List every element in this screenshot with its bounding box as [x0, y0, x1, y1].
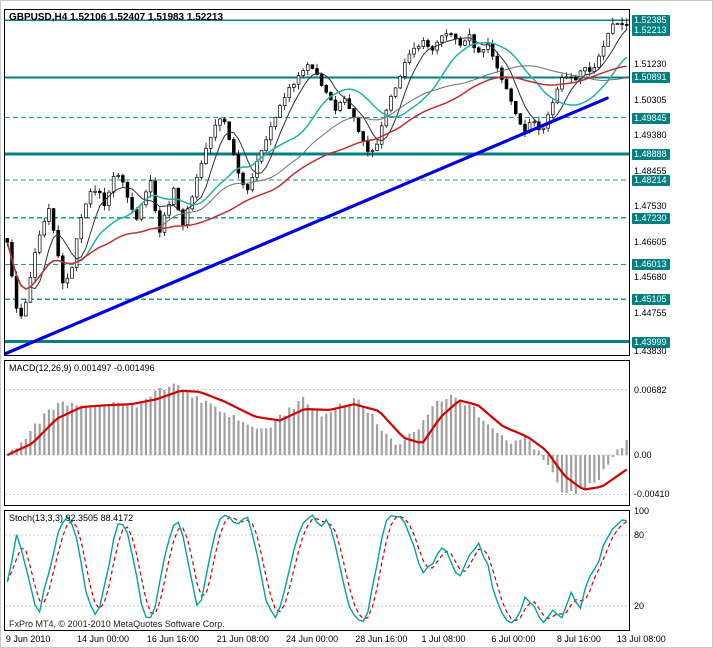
macd-axis-label: 0.00: [634, 450, 652, 461]
x-axis-label: 9 Jun 2010: [5, 634, 51, 644]
x-axis-label: 13 Jul 08:00: [616, 634, 666, 644]
x-axis-label: 28 Jun 16:00: [355, 634, 408, 644]
price-axis-label: 1.46605: [634, 236, 667, 247]
price-axis-badge: 1.47230: [632, 212, 670, 224]
price-axis-badge: 1.48214: [632, 175, 670, 187]
chart-title: GBPUSD,H4 1.52106 1.52407 1.51983 1.5221…: [9, 12, 224, 23]
stochastic-axis[interactable]: 100 80 20: [632, 506, 712, 631]
x-axis-label: 6 Jul 00:00: [491, 634, 536, 644]
stochastic-chart[interactable]: [5, 511, 629, 630]
price-axis-label: 1.51230: [634, 59, 667, 70]
stoch-axis-label: 20: [634, 601, 645, 612]
x-axis-label: 1 Jul 08:00: [421, 634, 466, 644]
stoch-title: Stoch(13,3,3) 92.3505 88.4172: [9, 513, 134, 523]
stochastic-panel[interactable]: Stoch(13,3,3) 92.3505 88.4172 FxPro MT4,…: [4, 510, 630, 631]
price-axis-label: 1.45680: [634, 272, 667, 283]
candlestick-chart[interactable]: [5, 10, 629, 355]
copyright-text: FxPro MT4, © 2001-2010 MetaQuotes Softwa…: [9, 619, 225, 629]
price-axis-badge: 1.48888: [632, 149, 670, 161]
price-axis-badge: 1.46013: [632, 259, 670, 271]
price-axis-badge: 1.43999: [632, 336, 670, 348]
price-axis-label: 1.47530: [634, 201, 667, 212]
price-axis-badge: 1.50891: [632, 72, 670, 84]
price-axis-label: 1.44755: [634, 307, 667, 318]
price-axis-badge: 1.45105: [632, 294, 670, 306]
stoch-axis-label: 80: [634, 529, 645, 540]
price-axis-label: 1.48455: [634, 165, 667, 176]
macd-axis-label: -0.00410: [634, 489, 670, 500]
macd-panel[interactable]: MACD(12,26,9) 0.001497 -0.001496: [4, 360, 630, 506]
x-axis-label: 16 Jun 16:00: [146, 634, 199, 644]
x-axis-label: 8 Jul 16:00: [556, 634, 601, 644]
macd-axis[interactable]: 0.00682 0.00 -0.00410: [632, 360, 712, 506]
macd-chart[interactable]: [5, 361, 629, 505]
price-axis[interactable]: 1.52385 1.52213 1.51230 1.50891 1.50305 1.498…: [632, 9, 712, 356]
price-axis-badge: 1.49845: [632, 112, 670, 124]
stoch-axis-label: 100: [634, 506, 650, 516]
macd-axis-label: 0.00682: [634, 384, 667, 395]
price-axis-badge: 1.52385: [632, 15, 670, 27]
x-axis-label: 24 Jun 00:00: [286, 634, 339, 644]
price-axis-label: 1.49380: [634, 130, 667, 141]
price-axis-badge: 1.52213: [632, 24, 670, 36]
time-axis[interactable]: 9 Jun 2010 14 Jun 00:00 16 Jun 16:00 21 Jun…: [4, 633, 666, 647]
macd-title: MACD(12,26,9) 0.001497 -0.001496: [9, 363, 155, 373]
x-axis-label: 21 Jun 08:00: [216, 634, 269, 644]
price-axis-label: 1.43830: [634, 346, 667, 357]
x-axis-label: 14 Jun 00:00: [77, 634, 130, 644]
price-axis-label: 1.50305: [634, 94, 667, 105]
price-chart-panel[interactable]: GBPUSD,H4 1.52106 1.52407 1.51983 1.5221…: [4, 9, 630, 356]
